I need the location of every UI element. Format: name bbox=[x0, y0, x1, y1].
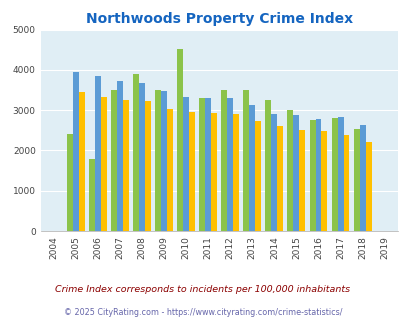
Bar bbox=[167, 109, 173, 231]
Bar bbox=[161, 91, 167, 231]
Bar bbox=[133, 74, 139, 231]
Bar bbox=[321, 131, 326, 231]
Bar bbox=[337, 117, 343, 231]
Title: Northwoods Property Crime Index: Northwoods Property Crime Index bbox=[85, 12, 352, 26]
Bar bbox=[95, 76, 101, 231]
Bar bbox=[123, 100, 129, 231]
Bar bbox=[205, 98, 211, 231]
Bar bbox=[364, 142, 371, 231]
Bar bbox=[89, 158, 95, 231]
Bar bbox=[343, 135, 349, 231]
Bar bbox=[139, 83, 145, 231]
Text: Crime Index corresponds to incidents per 100,000 inhabitants: Crime Index corresponds to incidents per… bbox=[55, 285, 350, 294]
Bar bbox=[189, 112, 195, 231]
Bar bbox=[249, 105, 255, 231]
Bar bbox=[298, 130, 305, 231]
Bar bbox=[277, 125, 283, 231]
Bar bbox=[331, 118, 337, 231]
Bar bbox=[353, 129, 359, 231]
Bar bbox=[199, 98, 205, 231]
Bar bbox=[232, 114, 239, 231]
Bar bbox=[67, 134, 73, 231]
Bar bbox=[315, 119, 321, 231]
Bar bbox=[145, 101, 151, 231]
Bar bbox=[359, 125, 364, 231]
Bar bbox=[73, 72, 79, 231]
Bar bbox=[287, 110, 293, 231]
Bar bbox=[111, 90, 117, 231]
Bar bbox=[183, 97, 189, 231]
Bar bbox=[309, 120, 315, 231]
Bar bbox=[101, 97, 107, 231]
Bar bbox=[255, 121, 260, 231]
Bar bbox=[79, 92, 85, 231]
Bar bbox=[293, 115, 298, 231]
Bar bbox=[227, 98, 232, 231]
Bar bbox=[265, 100, 271, 231]
Bar bbox=[155, 90, 161, 231]
Bar bbox=[211, 113, 217, 231]
Bar bbox=[271, 114, 277, 231]
Bar bbox=[117, 81, 123, 231]
Bar bbox=[221, 90, 227, 231]
Text: © 2025 CityRating.com - https://www.cityrating.com/crime-statistics/: © 2025 CityRating.com - https://www.city… bbox=[64, 308, 341, 317]
Bar bbox=[177, 49, 183, 231]
Bar bbox=[243, 90, 249, 231]
